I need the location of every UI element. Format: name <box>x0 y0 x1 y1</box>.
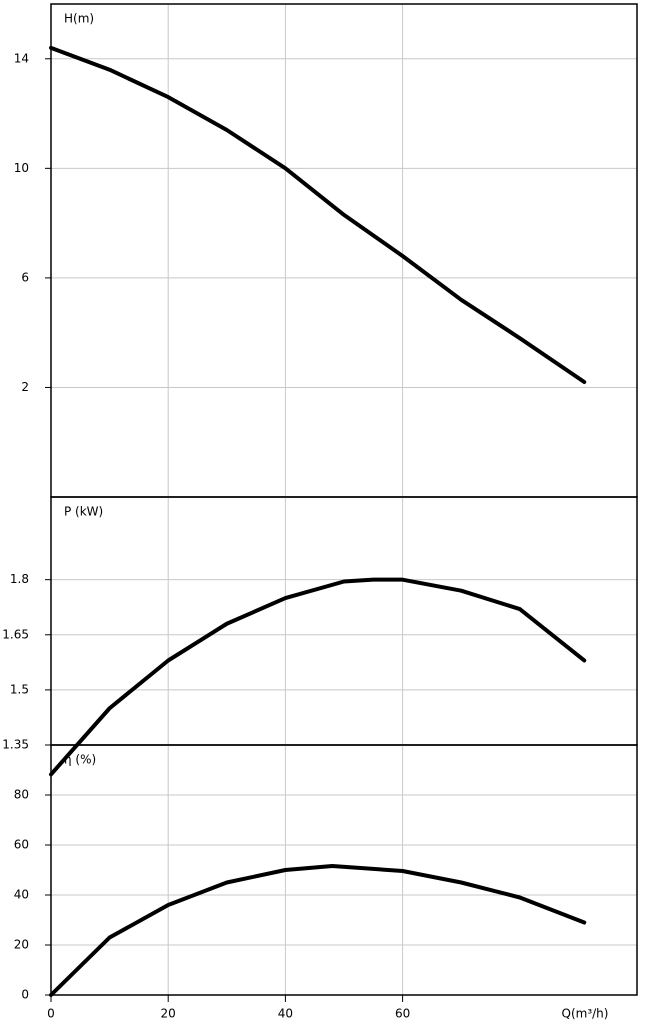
y-tick-label: 20 <box>14 938 29 952</box>
y-tick-label: 60 <box>14 838 29 852</box>
y-tick-label: 1.65 <box>2 627 29 641</box>
panel-title: H(m) <box>64 12 94 26</box>
y-tick-label: 40 <box>14 888 29 902</box>
panel-frame <box>50 3 638 498</box>
y-tick-label: 1.5 <box>10 682 29 696</box>
panel-frame <box>50 496 638 746</box>
panel-title: η (%) <box>64 753 96 767</box>
y-tick-label: 14 <box>14 51 29 65</box>
y-tick-label: 80 <box>14 788 29 802</box>
x-tick-label: 40 <box>278 1007 293 1021</box>
panel-title: P (kW) <box>64 505 103 519</box>
y-tick-label: 1.8 <box>10 572 29 586</box>
x-axis-label: Q(m³/h) <box>562 1007 609 1021</box>
x-tick-label: 0 <box>47 1007 55 1021</box>
curve <box>49 45 587 384</box>
curve <box>49 864 587 997</box>
x-tick-label: 60 <box>395 1007 410 1021</box>
x-tick-label: 20 <box>161 1007 176 1021</box>
y-tick-label: 1.35 <box>2 738 29 752</box>
panel-frame <box>50 744 638 996</box>
y-tick-label: 0 <box>21 988 29 1002</box>
curve <box>49 577 587 777</box>
y-tick-label: 10 <box>14 161 29 175</box>
y-tick-label: 2 <box>21 380 29 394</box>
y-tick-label: 6 <box>21 270 29 284</box>
